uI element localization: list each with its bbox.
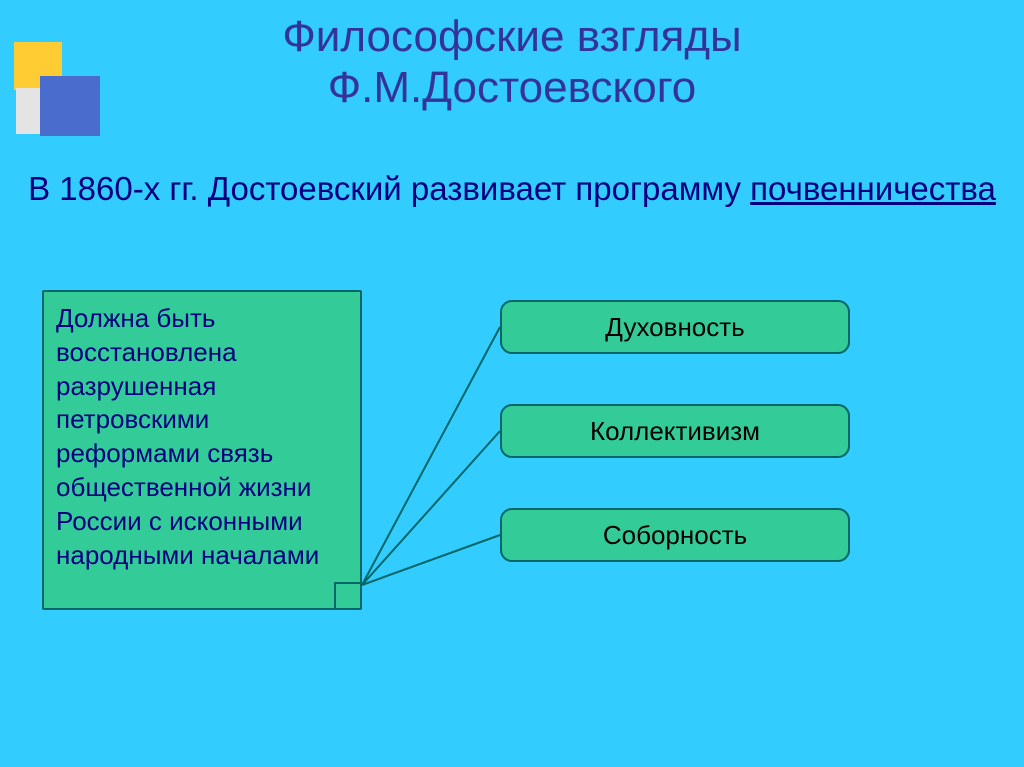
slide-subtitle: В 1860-х гг. Достоевский развивает прогр… bbox=[0, 168, 1024, 209]
title-line2: Ф.М.Достоевского bbox=[328, 63, 697, 112]
page-fold-icon bbox=[334, 582, 362, 610]
subtitle-prefix: В 1860-х гг. Достоевский развивает прогр… bbox=[28, 170, 750, 207]
logo-square-blue bbox=[40, 76, 100, 136]
concept-pill: Коллективизм bbox=[500, 404, 850, 458]
pill-label: Коллективизм bbox=[590, 416, 760, 447]
pill-label: Соборность bbox=[603, 520, 747, 551]
slide-logo bbox=[14, 42, 114, 142]
slide-title: Философские взгляды Ф.М.Достоевского bbox=[100, 12, 924, 113]
concept-pill: Соборность bbox=[500, 508, 850, 562]
slide: Философские взгляды Ф.М.Достоевского В 1… bbox=[0, 0, 1024, 767]
concept-pill: Духовность bbox=[500, 300, 850, 354]
main-text-box: Должна быть восстановлена разрушенная пе… bbox=[42, 290, 362, 610]
pill-label: Духовность bbox=[605, 312, 744, 343]
subtitle-emphasis: почвенничества bbox=[750, 170, 996, 207]
main-text: Должна быть восстановлена разрушенная пе… bbox=[56, 303, 319, 570]
title-line1: Философские взгляды bbox=[282, 12, 741, 61]
